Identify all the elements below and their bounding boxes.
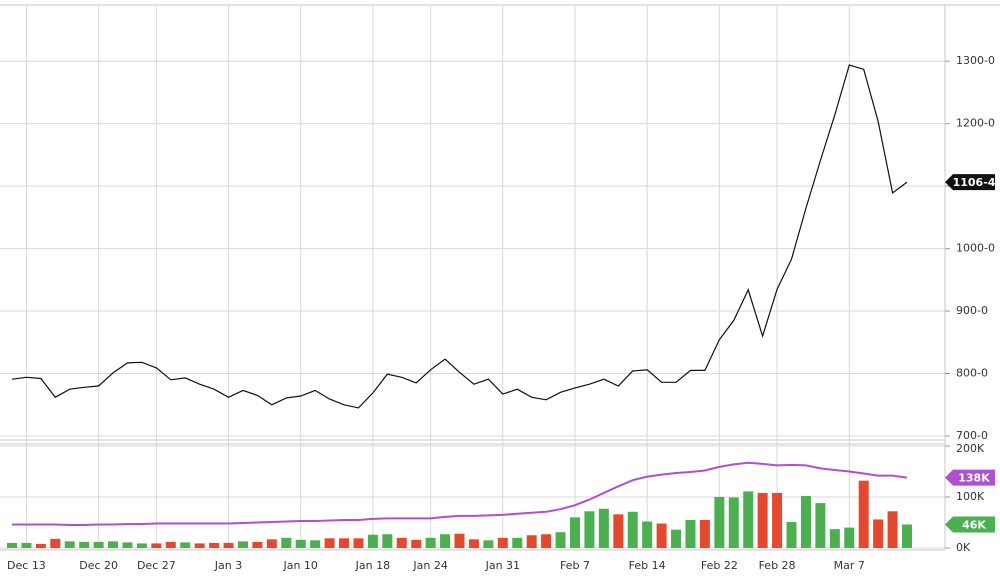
volume-bar (310, 540, 321, 548)
x-tick-label: Jan 18 (355, 559, 390, 572)
volume-bar (339, 538, 350, 548)
volume-bar (569, 517, 580, 548)
volume-bar (237, 541, 248, 548)
volume-bar (454, 533, 465, 548)
volume-bar (541, 534, 552, 548)
value-badge (945, 174, 995, 191)
y-tick-label: 200K (956, 442, 985, 455)
volume-bar (252, 541, 263, 548)
volume-bar (324, 538, 335, 548)
y-tick-label: 700-0 (956, 429, 988, 442)
volume-bar (223, 542, 234, 548)
y-tick-label: 1300-0 (956, 54, 995, 67)
y-tick-label: 1000-0 (956, 242, 995, 255)
volume-bar (512, 537, 523, 548)
volume-bar (151, 543, 162, 548)
badge-label: 138K (958, 472, 990, 485)
volume-bar (411, 539, 422, 548)
volume-bar (497, 537, 508, 548)
volume-bar (598, 508, 609, 548)
average-line (12, 461, 908, 526)
badge-label: 46K (962, 519, 986, 532)
volume-bar (728, 497, 739, 548)
badge-label: 1106-4 (953, 176, 996, 189)
volume-bar (800, 495, 811, 548)
value-badge (945, 469, 995, 486)
x-tick-label: Feb 7 (560, 559, 590, 572)
volume-bar (757, 492, 768, 548)
volume-bar (21, 542, 32, 548)
volume-bar (468, 539, 479, 548)
volume-bar (815, 503, 826, 548)
volume-bar (64, 541, 75, 548)
volume-bar (613, 514, 624, 548)
volume-bar (35, 543, 46, 548)
volume-bar (584, 511, 595, 548)
volume-bar (685, 519, 696, 548)
volume-bar (79, 541, 90, 548)
value-badge (945, 516, 995, 533)
x-tick-label: Jan 24 (412, 559, 447, 572)
x-tick-label: Mar 7 (834, 559, 865, 572)
volume-bar (699, 519, 710, 548)
volume-bar (93, 541, 104, 548)
volume-bar (180, 542, 191, 548)
volume-bar (873, 519, 884, 548)
volume-bar (526, 535, 537, 548)
y-tick-label: 1200-0 (956, 117, 995, 130)
volume-bar (844, 527, 855, 548)
x-tick-label: Feb 28 (759, 559, 796, 572)
volume-bar (714, 497, 725, 548)
x-tick-label: Jan 31 (485, 559, 520, 572)
volume-bar (194, 543, 205, 548)
y-tick-label: 800-0 (956, 367, 988, 380)
volume-bar (858, 480, 869, 548)
volume-bar (772, 492, 783, 548)
volume-bar (136, 543, 147, 548)
volume-bar (7, 542, 17, 548)
volume-bar (50, 538, 61, 548)
x-tick-label: Jan 3 (214, 559, 242, 572)
volume-bar (483, 540, 494, 548)
y-tick-label: 900-0 (956, 304, 988, 317)
volume-bar (382, 534, 393, 548)
volume-bar (440, 534, 451, 548)
volume-bar (425, 537, 436, 548)
volume-bar (295, 539, 306, 548)
volume-bar (122, 542, 133, 548)
volume-bar (165, 541, 176, 548)
x-tick-label: Feb 14 (629, 559, 666, 572)
volume-bar (108, 541, 119, 548)
volume-bar (829, 529, 840, 548)
volume-bar (367, 534, 378, 548)
volume-bar (656, 523, 667, 548)
volume-bar (396, 537, 407, 548)
price-line (11, 64, 908, 409)
y-tick-label: 0K (956, 541, 971, 554)
volume-bar (671, 529, 682, 548)
x-tick-label: Dec 27 (137, 559, 176, 572)
volume-bar (743, 491, 754, 548)
volume-bar (786, 521, 797, 548)
x-tick-label: Dec 13 (7, 559, 46, 572)
y-tick-label: 100K (956, 490, 985, 503)
volume-bar (266, 539, 277, 548)
volume-bar (209, 542, 220, 548)
volume-bar (627, 511, 638, 548)
volume-bar (353, 538, 364, 548)
volume-bar (281, 537, 292, 548)
x-tick-label: Feb 22 (701, 559, 738, 572)
x-tick-label: Dec 20 (79, 559, 118, 572)
volume-bar (887, 511, 898, 548)
x-tick-label: Jan 10 (282, 559, 317, 572)
volume-bar (902, 524, 912, 548)
volume-bar (555, 532, 566, 548)
volume-bar (642, 521, 653, 548)
